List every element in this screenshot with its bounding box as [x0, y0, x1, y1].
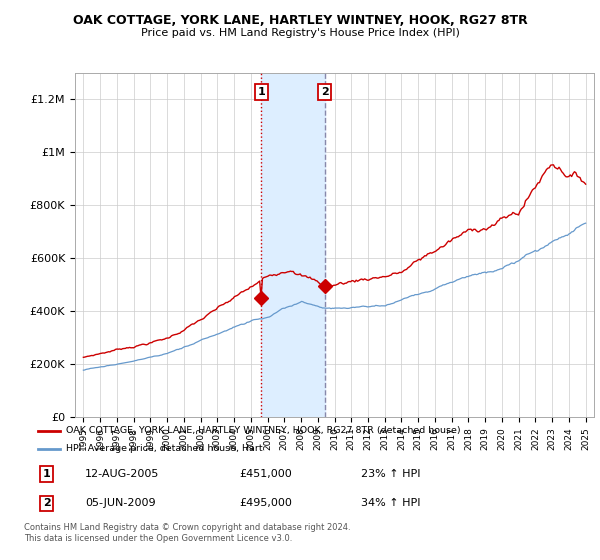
Text: Contains HM Land Registry data © Crown copyright and database right 2024.: Contains HM Land Registry data © Crown c… [24, 523, 350, 532]
Text: 12-AUG-2005: 12-AUG-2005 [85, 469, 160, 479]
Text: 2: 2 [321, 87, 329, 97]
Text: OAK COTTAGE, YORK LANE, HARTLEY WINTNEY, HOOK, RG27 8TR (detached house): OAK COTTAGE, YORK LANE, HARTLEY WINTNEY,… [66, 427, 461, 436]
Text: 1: 1 [257, 87, 265, 97]
Text: 05-JUN-2009: 05-JUN-2009 [85, 498, 156, 508]
Text: 23% ↑ HPI: 23% ↑ HPI [361, 469, 421, 479]
Text: HPI: Average price, detached house, Hart: HPI: Average price, detached house, Hart [66, 444, 263, 453]
Text: This data is licensed under the Open Government Licence v3.0.: This data is licensed under the Open Gov… [24, 534, 292, 543]
Text: 1: 1 [43, 469, 50, 479]
Text: 34% ↑ HPI: 34% ↑ HPI [361, 498, 421, 508]
Bar [261, 73, 325, 417]
Text: OAK COTTAGE, YORK LANE, HARTLEY WINTNEY, HOOK, RG27 8TR: OAK COTTAGE, YORK LANE, HARTLEY WINTNEY,… [73, 14, 527, 27]
Text: 2: 2 [43, 498, 50, 508]
Text: Price paid vs. HM Land Registry's House Price Index (HPI): Price paid vs. HM Land Registry's House … [140, 28, 460, 38]
Text: £451,000: £451,000 [240, 469, 293, 479]
Text: £495,000: £495,000 [240, 498, 293, 508]
